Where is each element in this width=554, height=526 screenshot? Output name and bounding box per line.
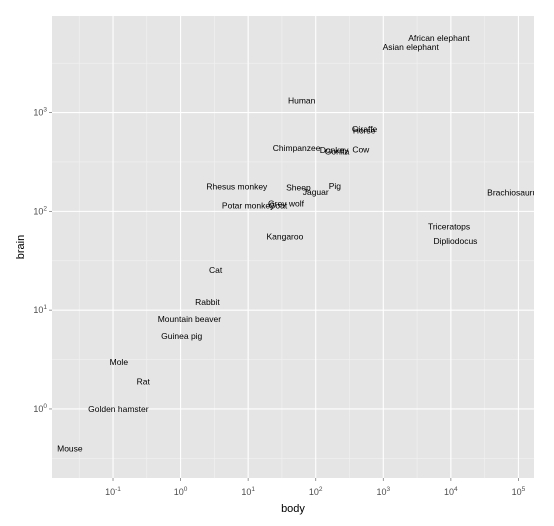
point-label-giraffe: Giraffe (352, 124, 378, 134)
point-label-grey-wolf: Grey wolf (268, 199, 305, 209)
plot-panel (52, 16, 534, 478)
point-label-sheep: Sheep (286, 182, 311, 192)
point-label-rabbit: Rabbit (195, 297, 220, 307)
point-label-potar-monkey: Potar monkey (222, 200, 275, 210)
y-tick-label: 100 (33, 403, 47, 414)
point-label-goat: Goat (269, 200, 288, 210)
minor-gridlines (52, 16, 534, 478)
point-label-donkey: Donkey (320, 145, 350, 155)
point-label-cat: Cat (209, 265, 223, 275)
point-label-mountain-beaver: Mountain beaver (158, 314, 221, 324)
point-label-cow: Cow (352, 145, 370, 155)
x-tick-label: 103 (376, 486, 390, 497)
y-tick-label: 103 (33, 107, 47, 118)
point-label-dipliodocus: Dipliodocus (433, 236, 477, 246)
x-tick-label: 104 (444, 486, 458, 497)
x-tick-label: 101 (241, 486, 255, 497)
y-axis-ticks: 100 101 102 103 (33, 107, 52, 414)
point-label-triceratops: Triceratops (428, 222, 470, 232)
x-axis-title: body (281, 503, 305, 515)
x-tick-label: 100 (174, 486, 188, 497)
point-label-kangaroo: Kangaroo (266, 231, 303, 241)
x-tick-label: 105 (512, 486, 526, 497)
point-label-rat: Rat (137, 376, 151, 386)
point-label-mole: Mole (110, 357, 129, 367)
major-gridlines (52, 16, 534, 478)
point-label-guinea-pig: Guinea pig (161, 331, 202, 341)
point-label-golden-hamster: Golden hamster (88, 404, 149, 414)
point-label-jaguar: Jaguar (303, 187, 329, 197)
y-tick-label: 102 (33, 205, 47, 216)
point-label-pig: Pig (329, 181, 342, 191)
point-label-horse: Horse (353, 126, 376, 136)
y-tick-label: 101 (33, 304, 47, 315)
y-axis-title: brain (15, 235, 27, 259)
point-label-brachiosaurus: Brachiosaurus (487, 188, 541, 198)
point-label-rhesus-monkey: Rhesus monkey (206, 181, 268, 191)
point-label-chimpanzee: Chimpanzee (273, 143, 321, 153)
point-label-mouse: Mouse (57, 443, 83, 453)
point-label-african-elephant: African elephant (408, 33, 470, 43)
point-label-gorilla: Gorilla (325, 146, 350, 156)
x-axis-ticks: 10-1 100 101 102 103 104 105 (105, 478, 526, 497)
point-label-asian-elephant: Asian elephant (383, 42, 440, 52)
point-label-human: Human (288, 96, 316, 106)
x-tick-label: 10-1 (105, 486, 121, 497)
x-tick-label: 102 (309, 486, 323, 497)
